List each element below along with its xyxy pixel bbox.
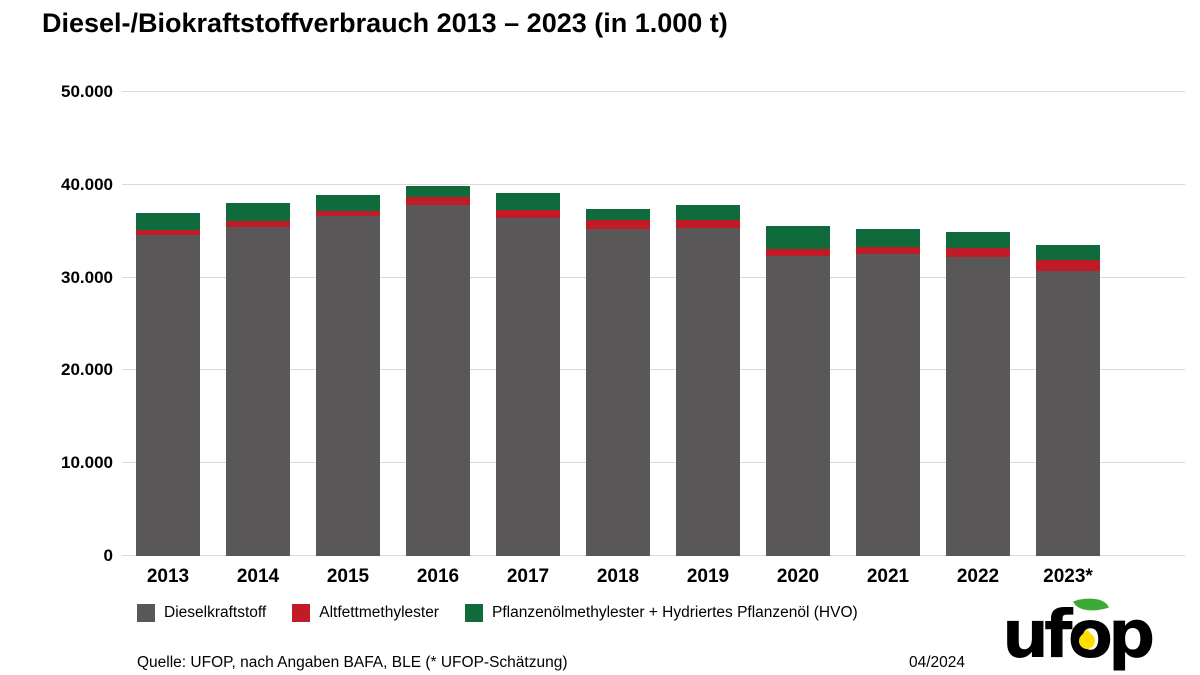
bar-column-2016 bbox=[406, 185, 470, 556]
ufop-logo: ufop bbox=[1002, 591, 1194, 675]
bar-column-2021 bbox=[856, 229, 920, 556]
bar-segment bbox=[136, 212, 200, 230]
bar-segment bbox=[946, 247, 1010, 258]
bar-segment bbox=[766, 225, 830, 249]
legend-label: Pflanzenölmethylester + Hydriertes Pflan… bbox=[491, 604, 858, 621]
source-note: Quelle: UFOP, nach Angaben BAFA, BLE (* … bbox=[137, 654, 568, 671]
legend-swatch-icon bbox=[464, 604, 483, 622]
bar-segment bbox=[496, 193, 560, 210]
bar-segment bbox=[496, 218, 560, 556]
gridline bbox=[122, 276, 1185, 278]
bar-segment bbox=[676, 228, 740, 556]
bar-segment bbox=[226, 226, 290, 556]
bar-segment bbox=[946, 257, 1010, 556]
x-axis-label: 2014 bbox=[236, 566, 280, 587]
y-axis-label: 10.000 bbox=[61, 453, 113, 473]
x-axis-label: 2015 bbox=[326, 566, 370, 587]
x-axis-label: 2013 bbox=[146, 566, 190, 587]
legend-item: Altfettmethylester bbox=[292, 604, 439, 622]
bar-segment bbox=[496, 209, 560, 219]
date-stamp: 04/2024 bbox=[908, 654, 965, 671]
bar-segment bbox=[136, 229, 200, 235]
x-axis-label: 2018 bbox=[596, 566, 640, 587]
bar-segment bbox=[676, 205, 740, 221]
gridline bbox=[122, 462, 1185, 464]
bar-segment bbox=[1036, 259, 1100, 272]
bar-segment bbox=[316, 210, 380, 217]
bar-segment bbox=[316, 195, 380, 211]
legend-swatch-icon bbox=[137, 604, 155, 622]
x-axis-label: 2017 bbox=[506, 566, 550, 587]
legend-label: Altfettmethylester bbox=[319, 604, 439, 621]
bar-segment bbox=[586, 220, 650, 230]
logo-letter-o: o bbox=[1068, 591, 1113, 668]
bar-segment bbox=[316, 216, 380, 556]
legend-label: Dieselkraftstoff bbox=[164, 604, 267, 621]
bar-segment bbox=[856, 229, 920, 247]
bar-column-2013 bbox=[136, 212, 200, 556]
bar-column-2014 bbox=[226, 203, 290, 556]
logo-letters-uf: uf bbox=[1002, 596, 1073, 673]
bar-column-2015 bbox=[316, 195, 380, 556]
bar-segment bbox=[226, 221, 290, 227]
bar-segment bbox=[766, 256, 830, 556]
legend-swatch-icon bbox=[292, 604, 311, 622]
bar-segment bbox=[586, 208, 650, 221]
bar-segment bbox=[226, 203, 290, 222]
y-axis-label: 30.000 bbox=[61, 267, 113, 287]
y-axis-label: 50.000 bbox=[61, 82, 113, 101]
bar-column-2018 bbox=[586, 208, 650, 556]
bar-chart: 0 10.000 20.000 30.000 40.000 50.000 2013 2014 2… bbox=[0, 82, 1200, 587]
x-axis-label: 2023* bbox=[1043, 566, 1093, 587]
y-axis-label: 20.000 bbox=[61, 360, 113, 380]
bar-column-2017 bbox=[496, 193, 560, 556]
y-axis-label: 0 bbox=[103, 546, 113, 565]
bar-segment bbox=[1036, 245, 1100, 260]
bar-segment bbox=[406, 205, 470, 556]
x-axis-label: 2020 bbox=[776, 566, 820, 587]
bar-segment bbox=[856, 246, 920, 255]
bar-column-2022 bbox=[946, 232, 1010, 556]
bar-segment bbox=[1036, 271, 1100, 556]
bar-segment bbox=[676, 220, 740, 229]
bar-segment bbox=[406, 185, 470, 197]
bar-segment bbox=[586, 229, 650, 556]
legend-item: Pflanzenölmethylester + Hydriertes Pflan… bbox=[464, 604, 858, 622]
bar-column-2023 bbox=[1036, 245, 1100, 556]
x-axis-label: 2019 bbox=[686, 566, 730, 587]
bar-segment bbox=[136, 234, 200, 556]
legend-item: Dieselkraftstoff bbox=[137, 604, 266, 622]
x-axis-label: 2021 bbox=[866, 566, 910, 587]
bar-segment bbox=[946, 232, 1010, 248]
gridline bbox=[122, 555, 1185, 556]
chart-title: Diesel-/Biokraftstoffverbrauch 2013 – 20… bbox=[42, 8, 728, 38]
bar-column-2020 bbox=[766, 225, 830, 556]
x-axis-label: 2016 bbox=[416, 566, 460, 587]
x-axis-label: 2022 bbox=[956, 566, 1000, 587]
y-axis-label: 40.000 bbox=[61, 174, 113, 194]
logo-letter-p: p bbox=[1108, 596, 1155, 673]
gridline bbox=[122, 91, 1185, 92]
bar-segment bbox=[766, 248, 830, 257]
bar-column-2019 bbox=[676, 205, 740, 556]
plot-area bbox=[122, 91, 1185, 556]
gridline bbox=[122, 183, 1185, 185]
bar-segment bbox=[856, 254, 920, 556]
gridline bbox=[122, 369, 1185, 371]
bar-segment bbox=[406, 196, 470, 206]
ufop-logo-text: ufop bbox=[1002, 591, 1155, 668]
legend: Dieselkraftstoff Altfettmethylester Pflanz… bbox=[137, 604, 858, 622]
